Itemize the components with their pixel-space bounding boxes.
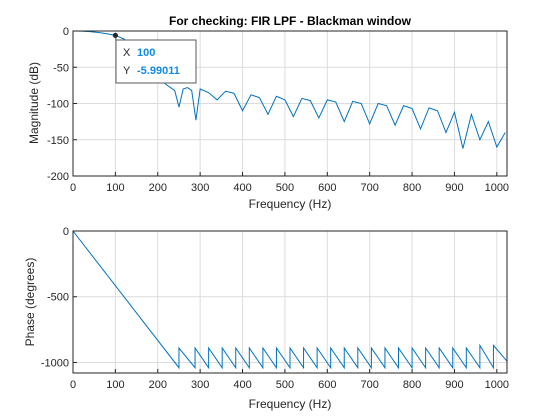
- datatip-x-value: 100: [137, 47, 155, 59]
- y-tick-label: 0: [63, 26, 69, 38]
- x-tick-label: 600: [318, 182, 336, 194]
- y-tick-label: -200: [47, 171, 69, 183]
- x-tick-label: 500: [276, 379, 294, 391]
- x-tick-label: 700: [361, 379, 379, 391]
- x-tick-label: 100: [106, 379, 124, 391]
- x-tick-label: 800: [403, 182, 421, 194]
- magnitude-ticks: 0 100 200 300 400 500 600 700 800 900 1000 0 -50 -100…: [47, 26, 509, 194]
- datatip-marker[interactable]: [112, 32, 118, 38]
- x-tick-label: 400: [233, 182, 251, 194]
- x-tick-label: 900: [445, 379, 463, 391]
- x-tick-label: 1000: [485, 182, 509, 194]
- x-tick-label: 500: [276, 182, 294, 194]
- y-tick-label: -500: [47, 292, 69, 304]
- datatip-y-value: -5.99011: [137, 65, 180, 77]
- x-tick-label: 1000: [485, 379, 509, 391]
- datatip-box: [115, 39, 197, 84]
- x-tick-label: 600: [318, 379, 336, 391]
- x-tick-label: 400: [233, 379, 251, 391]
- x-tick-label: 0: [70, 182, 76, 194]
- phase-axes-box: [72, 230, 508, 374]
- x-tick-label: 0: [70, 379, 76, 391]
- x-tick-label: 100: [106, 182, 124, 194]
- x-tick-label: 300: [191, 379, 209, 391]
- y-tick-label: -50: [53, 62, 69, 74]
- x-tick-label: 900: [445, 182, 463, 194]
- magnitude-xlabel: Frequency (Hz): [249, 197, 332, 211]
- phase-ylabel: Phase (degrees): [23, 258, 37, 347]
- x-tick-label: 200: [149, 379, 167, 391]
- phase-ticks: 0 100 200 300 400 500 600 700 800 900 1000 0 -500 -10…: [41, 226, 509, 391]
- phase-line: [72, 230, 508, 370]
- magnitude-chart: For checking: FIR LPF - Blackman window …: [27, 14, 509, 211]
- phase-xlabel: Frequency (Hz): [249, 397, 332, 411]
- x-tick-label: 800: [403, 379, 421, 391]
- x-tick-label: 700: [361, 182, 379, 194]
- magnitude-ylabel: Magnitude (dB): [27, 62, 41, 144]
- y-tick-label: -1000: [41, 357, 69, 369]
- y-tick-label: -150: [47, 135, 69, 147]
- datatip[interactable]: X 100 Y -5.99011: [112, 32, 197, 84]
- x-tick-label: 200: [149, 182, 167, 194]
- phase-chart: 0 100 200 300 400 500 600 700 800 900 1000 0 -500 -10…: [23, 226, 509, 411]
- chart-title: For checking: FIR LPF - Blackman window: [169, 14, 412, 28]
- y-tick-label: 0: [63, 226, 69, 238]
- datatip-y-label: Y: [123, 65, 131, 77]
- datatip-x-label: X: [123, 47, 131, 59]
- y-tick-label: -100: [47, 99, 69, 111]
- x-tick-label: 300: [191, 182, 209, 194]
